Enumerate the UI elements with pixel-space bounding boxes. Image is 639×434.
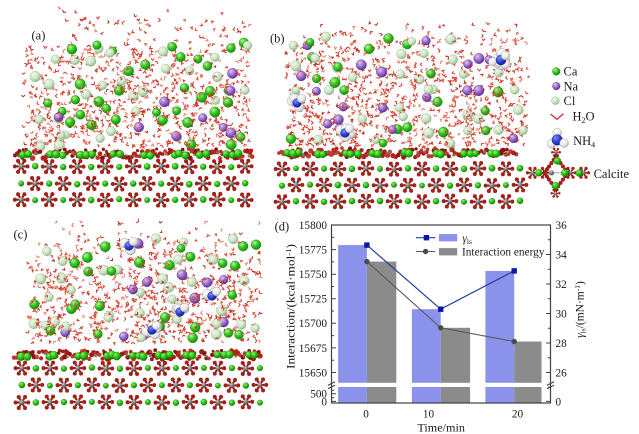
svg-text:15700: 15700: [299, 318, 328, 330]
svg-text:32: 32: [556, 279, 567, 291]
svg-text:500: 500: [310, 389, 327, 401]
svg-text:15800: 15800: [299, 220, 328, 232]
svg-text:0: 0: [363, 408, 369, 420]
svg-text:Ca: Ca: [564, 65, 578, 79]
svg-text:Interaction energy: Interaction energy: [462, 246, 545, 258]
svg-text:30: 30: [556, 308, 568, 320]
svg-text:γls: γls: [463, 233, 473, 246]
svg-text:NH4: NH4: [573, 134, 595, 150]
svg-text:γls/(mN·m-1): γls/(mN·m-1): [573, 281, 588, 338]
svg-text:0: 0: [556, 396, 562, 408]
svg-text:10: 10: [423, 408, 435, 420]
svg-text:Cl: Cl: [564, 94, 576, 108]
svg-text:15725: 15725: [299, 294, 328, 306]
svg-text:15750: 15750: [299, 269, 328, 281]
svg-text:Time/min: Time/min: [417, 421, 465, 434]
svg-text:(c): (c): [14, 228, 28, 242]
svg-text:Calcite: Calcite: [594, 167, 630, 181]
svg-text:36: 36: [556, 220, 568, 232]
svg-text:0: 0: [321, 396, 327, 408]
svg-text:15775: 15775: [299, 245, 328, 257]
svg-text:15650: 15650: [299, 367, 328, 379]
svg-text:H2O: H2O: [573, 110, 595, 126]
svg-text:(d): (d): [275, 220, 290, 234]
svg-text:Na: Na: [564, 79, 579, 93]
svg-text:(a): (a): [32, 29, 46, 43]
svg-text:(b): (b): [270, 32, 285, 46]
svg-text:26: 26: [556, 367, 568, 379]
svg-text:20: 20: [512, 408, 524, 420]
svg-text:15675: 15675: [299, 343, 328, 355]
svg-text:34: 34: [556, 249, 568, 261]
svg-text:28: 28: [556, 338, 568, 350]
svg-text:Interaction/(kcal·mol-1): Interaction/(kcal·mol-1): [284, 244, 298, 369]
